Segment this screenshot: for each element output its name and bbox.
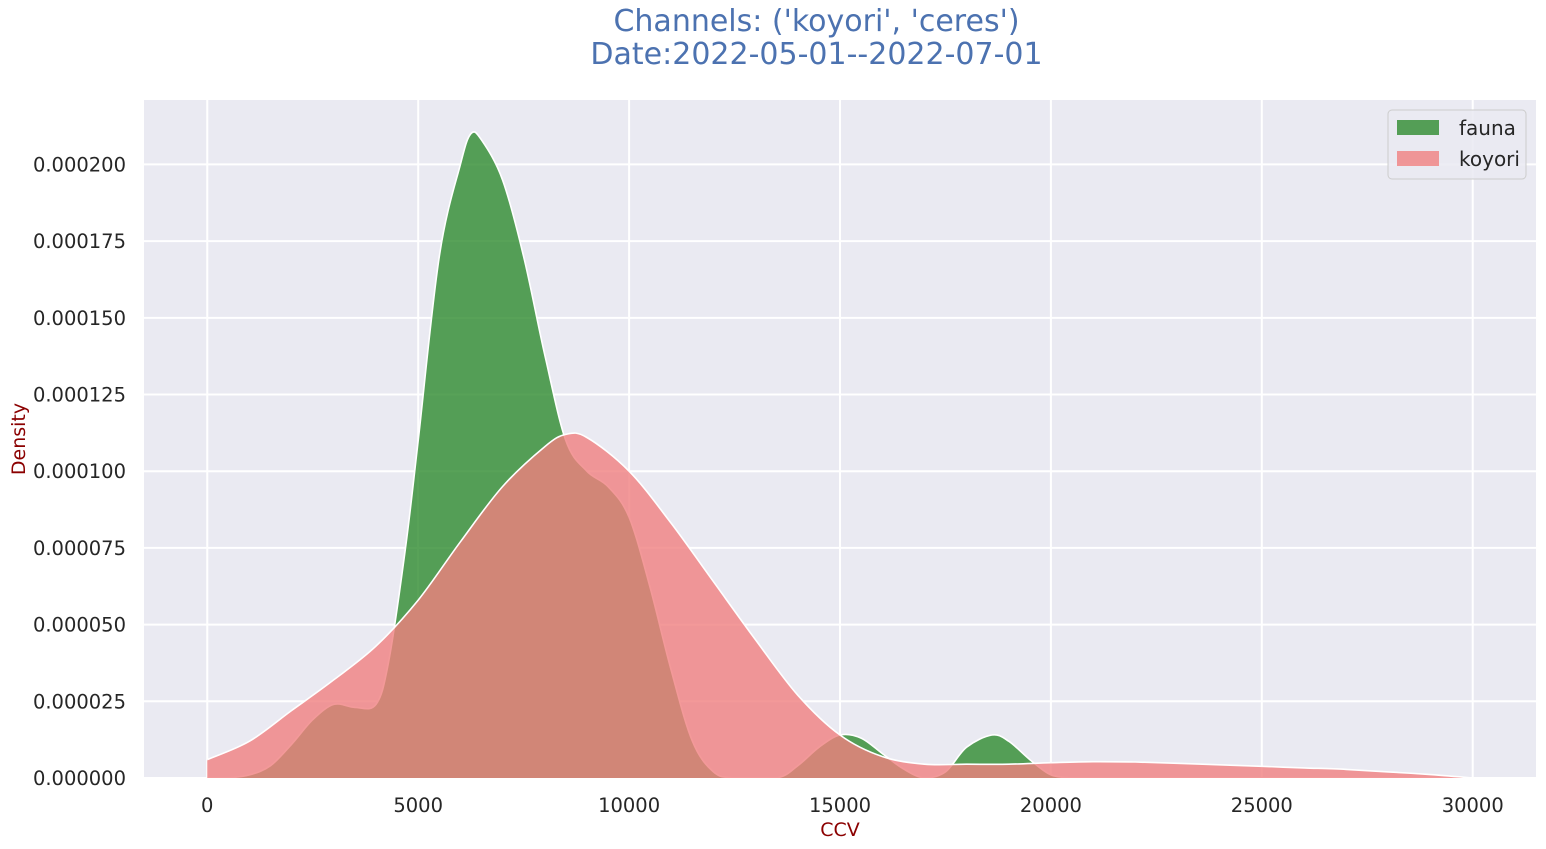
y-tick-label: 0.000050 (33, 614, 126, 637)
y-tick-label: 0.000075 (33, 537, 126, 560)
y-tick-labels: 0.000000 0.000025 0.000050 0.000075 0.000100… (33, 153, 126, 790)
x-tick-label: 15000 (809, 794, 871, 817)
chart-title-line2: Date:2022-05-01--2022-07-01 (590, 37, 1043, 72)
legend-swatch-koyori (1397, 151, 1439, 166)
y-tick-label: 0.000175 (33, 230, 126, 253)
y-tick-label: 0.000125 (33, 384, 126, 407)
density-areas (206, 131, 1473, 779)
y-axis-label: Density (8, 403, 30, 475)
outline-koyori (206, 432, 1473, 779)
x-tick-label: 30000 (1442, 794, 1504, 817)
legend-label-fauna: fauna (1459, 116, 1516, 140)
x-tick-label: 10000 (598, 794, 660, 817)
x-tick-label: 25000 (1231, 794, 1293, 817)
x-tick-label: 5000 (393, 794, 443, 817)
chart-title-line1: Channels: ('koyori', 'ceres') (613, 4, 1020, 39)
legend-label-koyori: koyori (1459, 147, 1520, 171)
y-tick-label: 0.000200 (33, 153, 126, 176)
y-tick-label: 0.000025 (33, 690, 126, 713)
x-tick-label: 20000 (1020, 794, 1082, 817)
y-tick-label: 0.000150 (33, 307, 126, 330)
x-tick-labels: 0 5000 10000 15000 20000 25000 30000 (201, 794, 1504, 817)
y-tick-label: 0.000000 (33, 767, 126, 790)
legend-swatch-fauna (1397, 120, 1439, 135)
x-axis-label: CCV (820, 819, 860, 841)
area-koyori (207, 433, 1473, 778)
y-tick-label: 0.000100 (33, 460, 126, 483)
x-tick-label: 0 (201, 794, 213, 817)
legend: fauna koyori (1387, 109, 1527, 180)
